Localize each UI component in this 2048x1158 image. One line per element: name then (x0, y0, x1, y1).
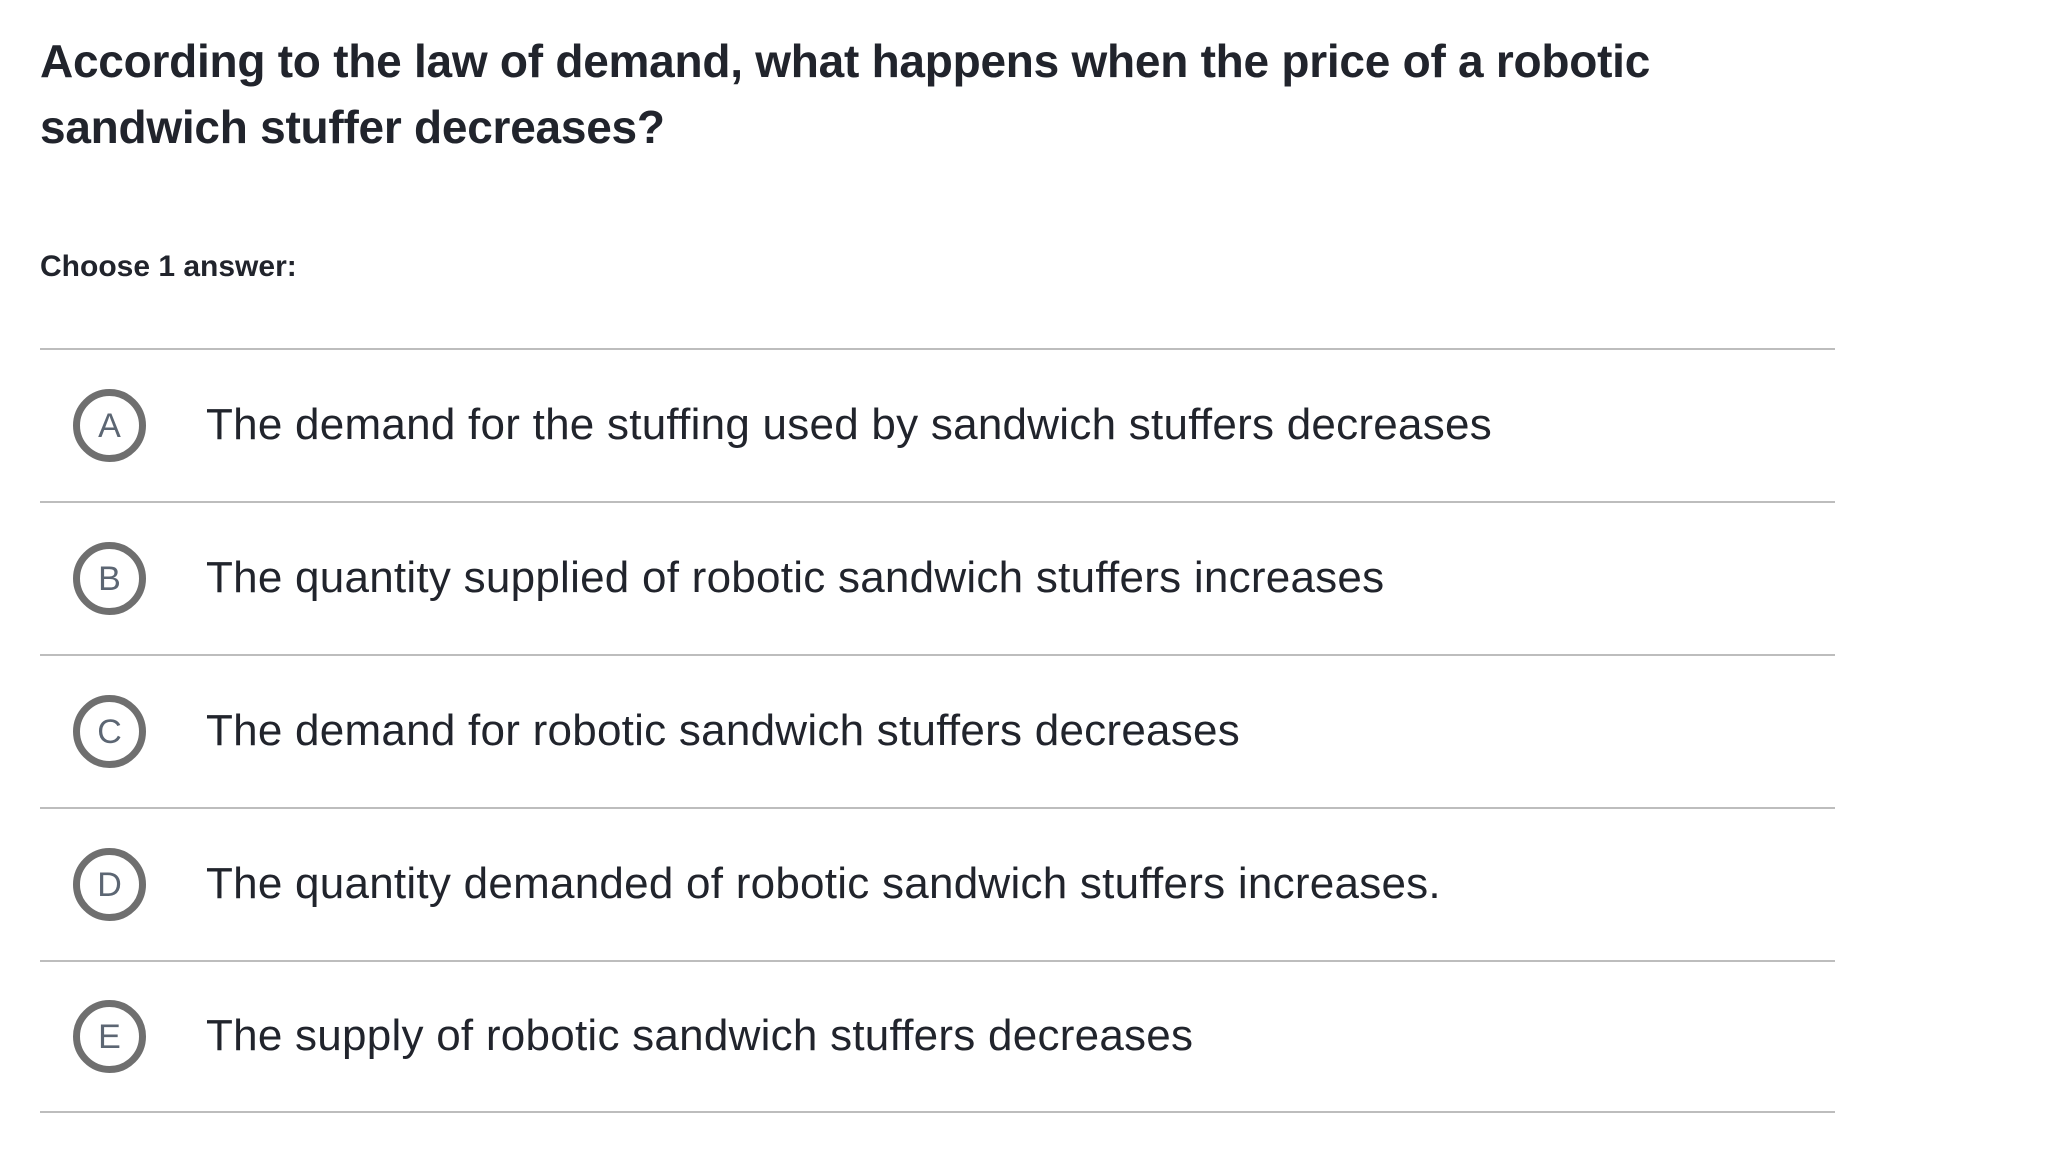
option-text: The quantity demanded of robotic sandwic… (206, 859, 1441, 909)
answer-option-row[interactable]: B The quantity supplied of robotic sandw… (40, 501, 1835, 654)
radio-button-icon[interactable]: D (73, 848, 146, 921)
option-text: The demand for the stuffing used by sand… (206, 400, 1492, 450)
option-text: The demand for robotic sandwich stuffers… (206, 706, 1240, 756)
radio-button-icon[interactable]: E (73, 1000, 146, 1073)
question-text: According to the law of demand, what hap… (40, 35, 1651, 153)
answer-options-list: A The demand for the stuffing used by sa… (40, 348, 1835, 1113)
radio-button-icon[interactable]: C (73, 695, 146, 768)
option-letter: D (97, 865, 122, 904)
option-letter: C (97, 712, 122, 751)
answer-option-row[interactable]: C The demand for robotic sandwich stuffe… (40, 654, 1835, 807)
radio-button-icon[interactable]: B (73, 542, 146, 615)
option-text: The supply of robotic sandwich stuffers … (206, 1011, 1194, 1061)
option-letter: E (98, 1017, 121, 1056)
answer-option-row[interactable]: E The supply of robotic sandwich stuffer… (40, 960, 1835, 1113)
radio-button-icon[interactable]: A (73, 389, 146, 462)
option-letter: B (98, 559, 121, 598)
quiz-question-panel: According to the law of demand, what hap… (40, 35, 1835, 1113)
choose-answer-prompt: Choose 1 answer: (40, 250, 297, 283)
option-text: The quantity supplied of robotic sandwic… (206, 553, 1385, 603)
answer-option-row[interactable]: A The demand for the stuffing used by sa… (40, 348, 1835, 501)
option-letter: A (98, 406, 121, 445)
answer-option-row[interactable]: D The quantity demanded of robotic sandw… (40, 807, 1835, 960)
